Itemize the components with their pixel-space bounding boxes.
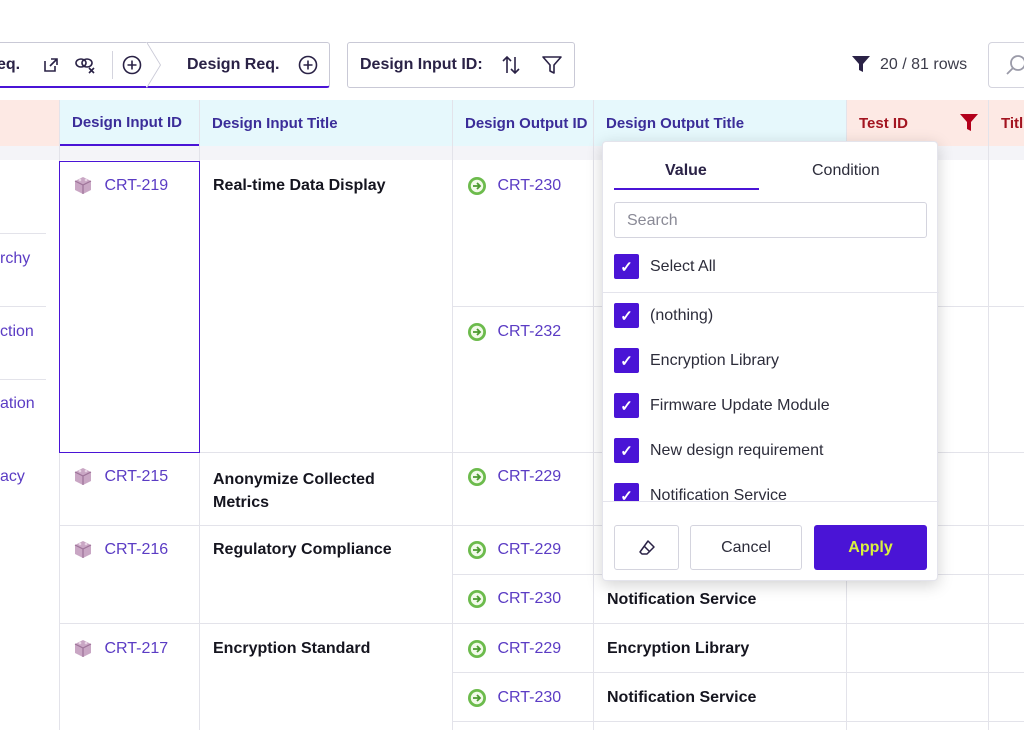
col-header-title[interactable]: Titl [988, 100, 1024, 146]
design-output-id-link[interactable]: CRT-230 [497, 689, 562, 707]
design-input-id-label: Design Input ID: [360, 56, 483, 73]
design-output-id[interactable]: CRT-230 [467, 688, 561, 708]
green-arrow-icon [468, 541, 486, 559]
requirement-cube-icon [74, 177, 92, 194]
design-output-id[interactable]: CRT-232 [467, 322, 561, 342]
design-input-id-link[interactable]: CRT-215 [104, 468, 169, 486]
search-icon [1005, 54, 1024, 81]
col-header-design-output-title[interactable]: Design Output Title [593, 100, 846, 146]
col-header-design-input-title[interactable]: Design Input Title [199, 100, 452, 146]
option-checkbox[interactable]: ✓ [614, 438, 639, 463]
left-col-link[interactable]: acy [0, 468, 25, 485]
left-col-link[interactable]: rchy [0, 250, 31, 267]
option-checkbox[interactable]: ✓ [614, 348, 639, 373]
green-arrow-icon [468, 640, 486, 658]
design-input-id-link[interactable]: CRT-216 [104, 541, 169, 559]
design-output-id-link[interactable]: CRT-230 [497, 590, 562, 608]
option-label[interactable]: Encryption Library [650, 352, 779, 369]
unlink-icon[interactable] [73, 53, 97, 77]
linked-column-chip: eq. Design Req. [0, 42, 330, 88]
design-input-id-link[interactable]: CRT-219 [104, 177, 169, 195]
open-external-icon[interactable] [39, 53, 63, 77]
option-label[interactable]: (nothing) [650, 307, 714, 324]
requirement-cube-icon [74, 468, 92, 485]
design-output-title: Notification Service [607, 591, 757, 608]
design-output-id[interactable]: CRT-230 [467, 176, 561, 196]
green-arrow-icon [468, 323, 486, 341]
option-checkbox[interactable]: ✓ [614, 393, 639, 418]
active-filter-icon [852, 56, 870, 77]
sort-filter-chip: Design Input ID: [347, 42, 575, 88]
design-output-id-link[interactable]: CRT-232 [497, 323, 562, 341]
tab-value-underline [614, 188, 759, 190]
header-left-col [0, 100, 59, 146]
linked-column-label: eq. [0, 56, 21, 73]
clear-button[interactable] [614, 525, 679, 570]
design-output-id-link[interactable]: CRT-229 [497, 468, 562, 486]
design-output-id-link[interactable]: CRT-229 [497, 640, 562, 658]
col-header-design-output-id[interactable]: Design Output ID [452, 100, 593, 146]
design-output-id[interactable]: CRT-230 [467, 589, 561, 609]
cancel-button[interactable]: Cancel [690, 525, 802, 570]
option-checkbox[interactable]: ✓ [614, 303, 639, 328]
design-input-title: Encryption Standard [213, 640, 371, 657]
filter-popup: Value Condition Search ✓ Select All ✓ (n… [602, 141, 939, 581]
apply-button[interactable]: Apply [814, 525, 927, 570]
design-output-id-link[interactable]: CRT-229 [497, 541, 562, 559]
green-arrow-icon [468, 468, 486, 486]
selected-cell [59, 161, 200, 453]
tab-value[interactable]: Value [665, 162, 707, 179]
col-header-test-id[interactable]: Test ID [846, 100, 988, 146]
option-label[interactable]: Firmware Update Module [650, 397, 830, 414]
add-column-icon[interactable] [120, 53, 144, 77]
requirement-cube-icon [74, 640, 92, 657]
design-output-id[interactable]: CRT-229 [467, 467, 561, 487]
row-count: 20 / 81 rows [880, 56, 968, 73]
select-all-checkbox[interactable]: ✓ [614, 254, 639, 279]
search-input[interactable]: Search [614, 202, 927, 238]
design-input-id-link[interactable]: CRT-217 [104, 640, 169, 658]
design-req-label[interactable]: Design Req. [187, 56, 280, 73]
design-output-id[interactable]: CRT-229 [467, 540, 561, 560]
left-col-link[interactable]: ction [0, 323, 34, 340]
design-output-title: Notification Service [607, 689, 757, 706]
search-placeholder: Search [627, 212, 678, 229]
left-col-link[interactable]: ation [0, 395, 35, 412]
requirement-cube-icon [74, 541, 92, 558]
option-checkbox[interactable]: ✓ [614, 483, 639, 501]
green-arrow-icon [468, 689, 486, 707]
design-input-title: Real-time Data Display [213, 177, 386, 194]
green-arrow-icon [468, 590, 486, 608]
table-row[interactable]: CRT-216 [72, 539, 168, 561]
option-label[interactable]: Notification Service [650, 487, 787, 501]
design-output-title: Encryption Library [607, 640, 750, 657]
add-design-req-icon[interactable] [296, 53, 320, 77]
table-row[interactable]: CRT-219 [72, 175, 168, 197]
table-row[interactable]: CRT-215 [72, 466, 168, 488]
filter-icon[interactable] [540, 53, 564, 77]
eraser-icon [638, 539, 655, 555]
table-row[interactable]: CRT-217 [72, 638, 168, 660]
design-output-id[interactable]: CRT-229 [467, 639, 561, 659]
divider [112, 51, 113, 79]
design-output-id-link[interactable]: CRT-230 [497, 177, 562, 195]
col-header-design-input-id[interactable]: Design Input ID [59, 100, 199, 146]
design-input-title: Anonymize Collected Metrics [213, 471, 375, 511]
option-label[interactable]: New design requirement [650, 442, 824, 459]
filter-active-icon[interactable] [960, 114, 978, 135]
design-input-title: Regulatory Compliance [213, 541, 392, 558]
options-list: ✓ (nothing) ✓ Encryption Library ✓ Firmw… [603, 293, 939, 501]
select-all-label[interactable]: Select All [650, 258, 716, 275]
sort-icon[interactable] [499, 53, 523, 77]
green-arrow-icon [468, 177, 486, 195]
search-box[interactable] [988, 42, 1024, 88]
tab-condition[interactable]: Condition [812, 162, 880, 179]
